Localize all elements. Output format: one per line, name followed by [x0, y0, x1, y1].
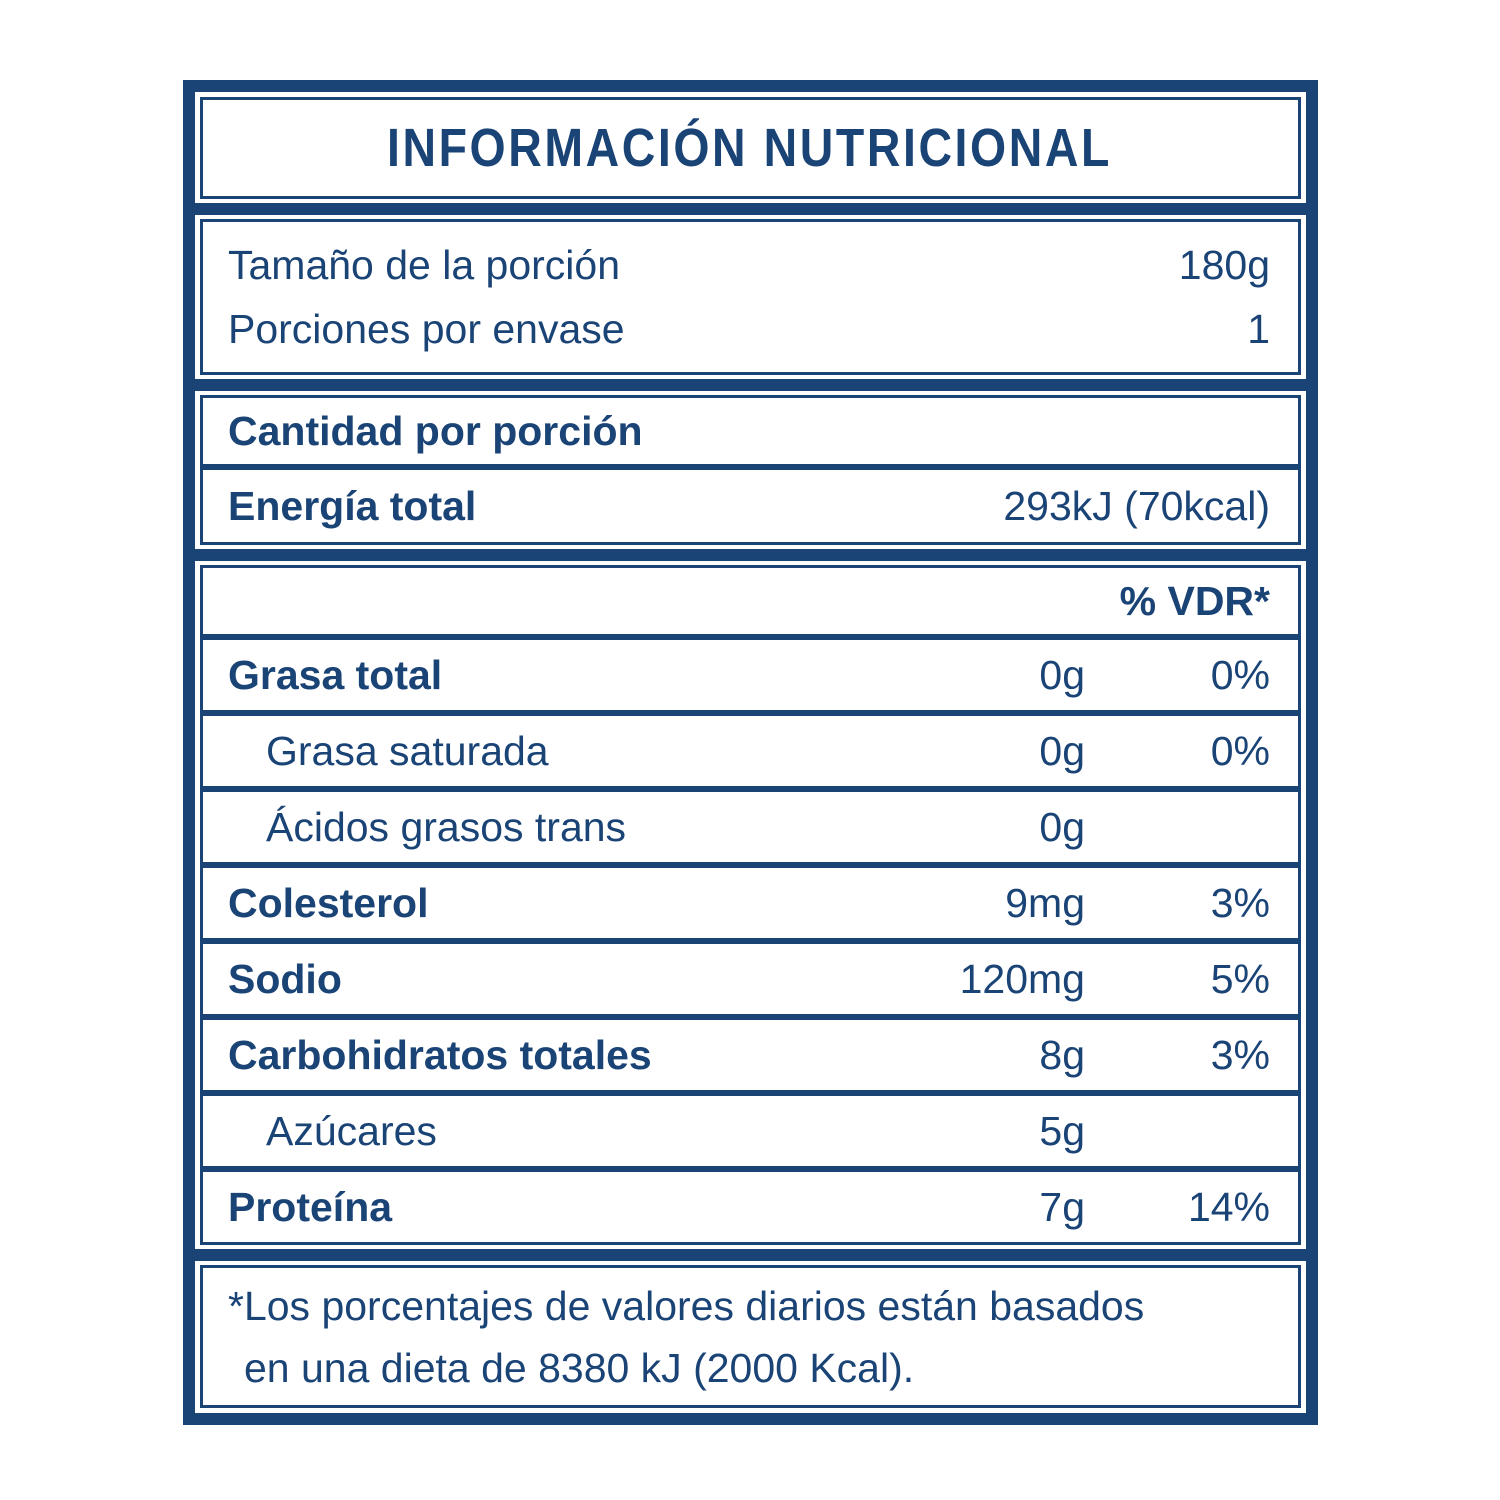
- nutrient-amount: 0g: [1039, 803, 1085, 850]
- nutrient-amount: 7g: [1039, 1183, 1085, 1230]
- nutrient-name: Grasa saturada: [266, 727, 549, 774]
- nutrient-daily-value: 14%: [1187, 1183, 1270, 1230]
- serving-size-label: Tamaño de la porción: [228, 242, 621, 288]
- nutrient-row-sodio: Sodio 120mg 5%: [200, 941, 1301, 1017]
- nutrient-amount: 0g: [1039, 727, 1085, 774]
- nutrient-amount: 8g: [1039, 1031, 1085, 1078]
- energy-label: Energía total: [228, 482, 477, 529]
- nutrient-row-colesterol: Colesterol 9mg 3%: [200, 865, 1301, 941]
- nutrient-name: Azúcares: [266, 1107, 437, 1154]
- daily-value-header: % VDR*: [1119, 577, 1270, 624]
- nutrient-name: Grasa total: [228, 651, 443, 698]
- label-title: INFORMACIÓN NUTRICIONAL: [386, 118, 1112, 178]
- serving-size-line: Tamaño de la porción 180g: [228, 233, 1270, 297]
- daily-value-header-row: % VDR*: [200, 565, 1301, 637]
- section-divider-bar: [195, 203, 1306, 215]
- nutrient-row-proteina: Proteína 7g 14%: [200, 1169, 1301, 1245]
- nutrient-row-azucares: Azúcares 5g: [200, 1093, 1301, 1169]
- nutrient-amount: 5g: [1039, 1107, 1085, 1154]
- nutrient-row-grasa-total: Grasa total 0g 0%: [200, 637, 1301, 713]
- servings-per-container-value: 1: [1247, 306, 1270, 352]
- nutrient-amount: 0g: [1039, 651, 1085, 698]
- section-divider-bar: [195, 1249, 1306, 1261]
- nutrient-daily-value: 3%: [1210, 879, 1270, 926]
- section-divider-bar: [195, 379, 1306, 391]
- nutrient-name: Sodio: [228, 955, 342, 1002]
- nutrient-name: Carbohidratos totales: [228, 1031, 652, 1078]
- nutrient-row-carbohidratos-totales: Carbohidratos totales 8g 3%: [200, 1017, 1301, 1093]
- servings-per-container-line: Porciones por envase 1: [228, 297, 1270, 361]
- serving-size-value: 180g: [1178, 242, 1270, 288]
- nutrient-row-grasa-saturada: Grasa saturada 0g 0%: [200, 713, 1301, 789]
- nutrient-name: Colesterol: [228, 879, 429, 926]
- nutrient-daily-value: 0%: [1210, 727, 1270, 774]
- nutrient-daily-value: 5%: [1210, 955, 1270, 1002]
- nutrient-name: Proteína: [228, 1183, 393, 1230]
- label-title-row: INFORMACIÓN NUTRICIONAL: [200, 97, 1301, 199]
- nutrient-name: Ácidos grasos trans: [266, 803, 627, 850]
- nutrient-amount: 120mg: [959, 955, 1085, 1002]
- nutrient-daily-value: 0%: [1210, 651, 1270, 698]
- amount-per-serving-row: Cantidad por porción: [200, 395, 1301, 467]
- footnote-line-2: en una dieta de 8380 kJ (2000 Kcal).: [244, 1344, 915, 1391]
- energy-value: 293kJ (70kcal): [1003, 482, 1270, 529]
- nutrition-facts-label: INFORMACIÓN NUTRICIONAL Tamaño de la por…: [183, 80, 1318, 1425]
- serving-info-row: Tamaño de la porción 180g Porciones por …: [200, 219, 1301, 375]
- nutrient-row-acidos-grasos-trans: Ácidos grasos trans 0g: [200, 789, 1301, 865]
- nutrient-amount: 9mg: [1005, 879, 1085, 926]
- nutrient-daily-value: 3%: [1210, 1031, 1270, 1078]
- footnote-row: *Los porcentajes de valores diarios está…: [200, 1265, 1301, 1408]
- amount-per-serving-label: Cantidad por porción: [228, 407, 643, 454]
- footnote-line-1: *Los porcentajes de valores diarios está…: [228, 1282, 1145, 1329]
- section-divider-bar: [195, 549, 1306, 561]
- energy-row: Energía total 293kJ (70kcal): [200, 467, 1301, 545]
- servings-per-container-label: Porciones por envase: [228, 306, 625, 352]
